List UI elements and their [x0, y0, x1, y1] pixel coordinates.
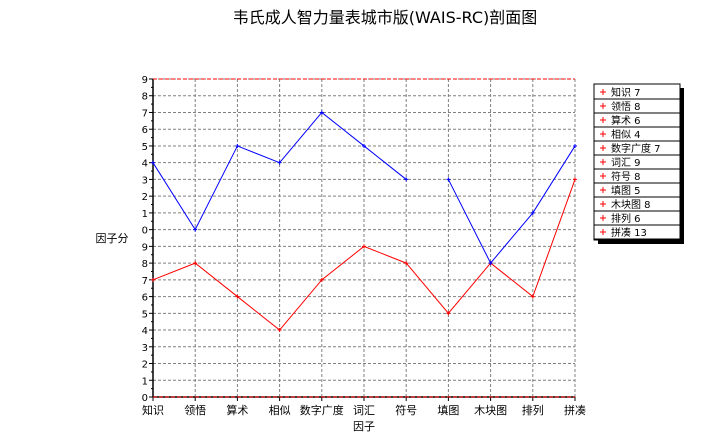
x-tick-label: 算术: [226, 403, 248, 417]
data-point: [319, 277, 324, 282]
legend-marker: [600, 173, 606, 179]
y-axis-label: 因子分: [96, 232, 129, 245]
y-tick-label: 7: [142, 108, 148, 119]
x-tick-label: 数字广度: [300, 403, 344, 417]
y-tick-label: 9: [142, 242, 148, 253]
legend-item: 拼凑 13: [611, 226, 647, 239]
x-tick-label: 排列: [522, 403, 544, 417]
x-tick-label: 相似: [269, 404, 291, 417]
x-tick-label: 领悟: [184, 403, 206, 417]
legend-marker: [600, 89, 606, 95]
chart-title: 韦氏成人智力量表城市版(WAIS-RC)剖面图: [233, 8, 538, 27]
legend-marker: [600, 187, 606, 193]
data-point: [488, 261, 493, 266]
y-tick-label: 8: [142, 259, 148, 270]
data-point: [573, 143, 577, 148]
data-point: [446, 177, 451, 182]
legend-marker: [600, 145, 606, 151]
legend: [593, 83, 681, 241]
y-tick-label: 6: [142, 125, 148, 136]
data-point: [319, 110, 324, 115]
data-point: [362, 244, 366, 249]
legend-marker: [600, 201, 606, 207]
y-tick-label: 1: [142, 209, 148, 220]
y-tick-label: 2: [142, 360, 148, 371]
y-tick-label: 6: [142, 293, 148, 304]
x-tick-label: 填图: [437, 403, 459, 417]
legend-item: 排列 6: [611, 212, 641, 225]
y-tick-label: 4: [142, 326, 148, 337]
series-line: [447, 145, 576, 265]
legend-item: 词汇 9: [611, 156, 641, 169]
legend-marker: [600, 215, 606, 221]
y-tick-label: 2: [142, 192, 148, 203]
data-point: [530, 210, 535, 215]
data-point: [235, 294, 240, 299]
data-point: [277, 160, 282, 165]
data-point: [151, 160, 155, 165]
legend-item: 符号 8: [611, 170, 641, 183]
x-tick-label: 符号: [395, 404, 417, 417]
legend-item: 数字广度 7: [611, 142, 661, 155]
y-tick-label: 7: [142, 276, 148, 287]
x-tick-label: 木块图: [474, 404, 507, 417]
x-tick-label: 词汇: [353, 404, 375, 417]
data-point: [193, 227, 198, 232]
data-point: [151, 277, 155, 282]
legend-item: 领悟 8: [611, 100, 641, 113]
legend-item: 相似 4: [611, 128, 641, 141]
y-tick-label: 0: [142, 393, 148, 404]
legend-marker: [600, 103, 606, 109]
x-tick-label: 知识: [142, 403, 164, 417]
y-tick-label: 5: [142, 142, 148, 153]
data-point: [530, 294, 535, 299]
y-tick-label: 1: [142, 376, 148, 387]
data-point: [277, 328, 282, 333]
legend-item: 算术 6: [611, 114, 641, 127]
y-tick-label: 9: [142, 75, 148, 86]
y-tick-label: 8: [142, 92, 148, 103]
data-point: [446, 311, 451, 316]
legend-item: 木块图 8: [611, 199, 651, 211]
legend-item: 填图 5: [611, 184, 641, 197]
x-tick-label: 拼凑: [564, 403, 586, 417]
legend-marker: [600, 229, 606, 235]
y-tick-label: 3: [142, 343, 148, 354]
data-point: [404, 177, 409, 182]
y-tick-label: 4: [142, 159, 148, 170]
data-point: [235, 143, 240, 148]
legend-marker: [600, 159, 606, 165]
data-point: [362, 143, 366, 148]
y-tick-label: 0: [142, 226, 148, 237]
data-point: [193, 261, 198, 266]
y-tick-label: 3: [142, 175, 148, 186]
y-tick-label: 5: [142, 309, 148, 320]
data-point: [573, 177, 577, 182]
legend-marker: [600, 131, 606, 137]
legend-item: 知识 7: [611, 86, 641, 99]
legend-marker: [600, 117, 606, 123]
x-axis-label: 因子: [353, 420, 375, 433]
data-point: [404, 261, 409, 266]
